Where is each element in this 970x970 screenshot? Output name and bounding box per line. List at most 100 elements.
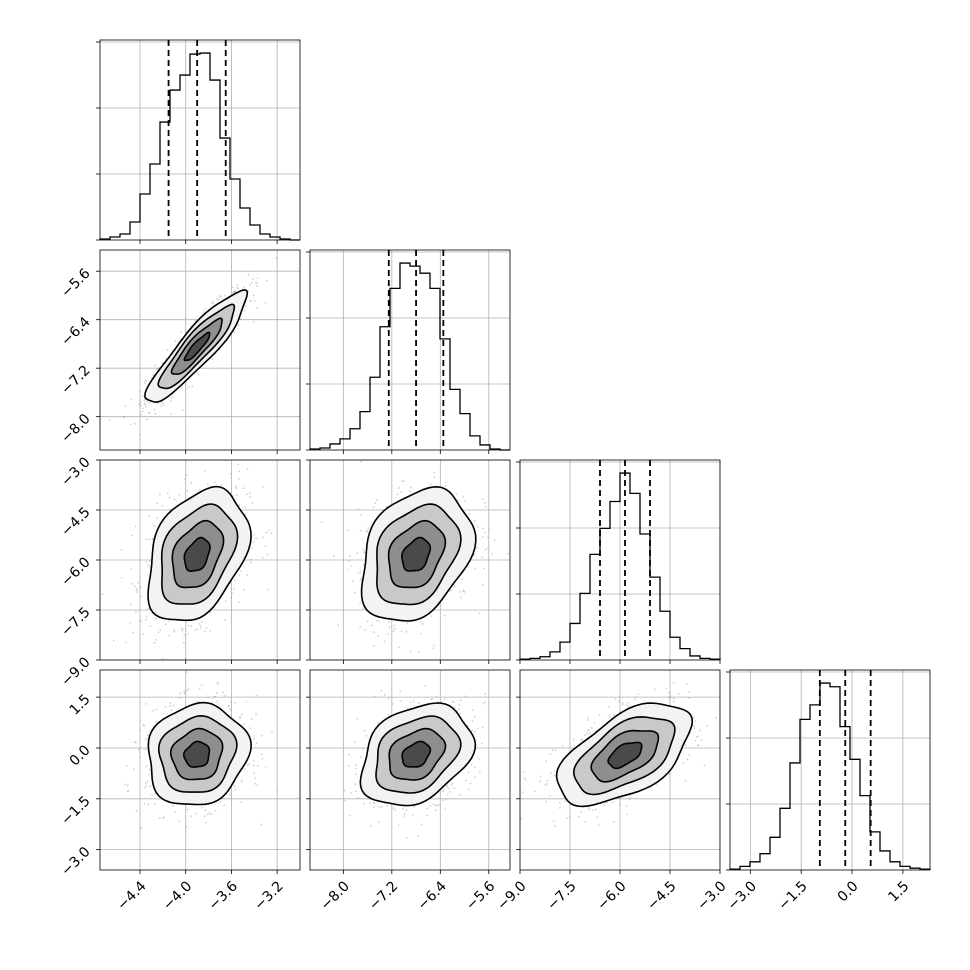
sample-point [387, 713, 390, 716]
sample-point [474, 776, 476, 779]
sample-point [187, 633, 190, 636]
sample-point [201, 806, 203, 809]
sample-point [372, 801, 375, 804]
sample-point [387, 632, 389, 635]
contour-line [376, 503, 462, 606]
sample-point [145, 379, 148, 382]
sample-point [178, 820, 181, 823]
sample-point [169, 702, 172, 705]
sample-point [170, 709, 173, 711]
sample-point [684, 744, 687, 747]
sample-point [168, 496, 171, 499]
sample-point [264, 301, 267, 304]
sample-point [238, 601, 240, 604]
sample-point [166, 492, 169, 495]
sample-point [232, 291, 235, 294]
sample-point [629, 796, 632, 799]
sample-point [123, 415, 126, 418]
sample-point [429, 483, 432, 486]
sample-point [210, 813, 213, 816]
sample-point [363, 802, 365, 805]
sample-point [235, 494, 238, 496]
sample-point [257, 764, 259, 767]
sample-point [247, 273, 250, 276]
sample-point [450, 783, 453, 786]
sample-point [359, 579, 362, 582]
sample-point [123, 416, 125, 419]
sample-point [251, 501, 254, 504]
contour-line [375, 715, 462, 794]
sample-point [136, 591, 138, 594]
sample-point [254, 777, 256, 780]
sample-point [174, 810, 177, 813]
sample-point [173, 629, 176, 632]
sample-point [260, 753, 263, 756]
sample-point [431, 697, 434, 700]
sample-point [587, 807, 589, 809]
sample-point [240, 800, 242, 803]
sample-point [393, 627, 396, 630]
sample-point [357, 507, 360, 510]
sample-point [481, 726, 484, 729]
sample-point [238, 504, 241, 507]
sample-point [184, 657, 187, 660]
sample-point [204, 308, 206, 311]
sample-point [229, 794, 231, 797]
sample-point [253, 533, 255, 536]
sample-point [481, 742, 483, 745]
sample-point [265, 531, 268, 534]
sample-point [366, 620, 369, 623]
sample-point [433, 471, 435, 474]
sample-point [373, 695, 376, 698]
sample-point [253, 772, 255, 775]
sample-point [453, 585, 456, 588]
sample-point [405, 809, 408, 812]
sample-point [459, 794, 462, 797]
sample-point [471, 720, 474, 723]
density-fill [402, 741, 431, 767]
sample-point [157, 631, 160, 634]
sample-point [348, 814, 351, 817]
sample-point [211, 302, 213, 304]
sample-point [354, 773, 357, 775]
sample-point [233, 331, 236, 334]
sample-point [186, 808, 189, 811]
sample-point [172, 395, 174, 398]
sample-point [206, 813, 209, 816]
joint-panel-p0-p2 [96, 459, 301, 664]
sample-point [359, 529, 362, 532]
sample-point [432, 644, 435, 647]
sample-point [347, 764, 350, 767]
sample-point [477, 525, 479, 528]
sample-point [178, 697, 181, 699]
contour-line [401, 536, 432, 572]
sample-point [139, 620, 142, 623]
sample-point [151, 793, 153, 796]
sample-point [346, 568, 349, 571]
sample-point [185, 825, 188, 828]
sample-point [153, 408, 156, 411]
sample-point [233, 291, 236, 294]
sample-point [101, 593, 104, 595]
sample-point [383, 693, 386, 696]
sample-point [359, 626, 362, 629]
sample-point [169, 705, 172, 708]
sample-point [185, 474, 188, 476]
sample-point [129, 603, 132, 606]
sample-point [409, 701, 412, 704]
sample-point [362, 607, 365, 610]
sample-point [369, 802, 372, 805]
sample-point [255, 281, 257, 284]
sample-point [260, 823, 263, 826]
sample-point [355, 767, 357, 770]
sample-point [255, 694, 258, 697]
sample-point [476, 546, 478, 549]
sample-point [244, 506, 247, 508]
sample-point [133, 768, 135, 770]
sample-point [234, 290, 237, 293]
sample-point [590, 726, 593, 729]
sample-point [463, 500, 466, 502]
sample-point [250, 561, 252, 564]
sample-point [231, 286, 234, 289]
sample-point [426, 814, 429, 817]
